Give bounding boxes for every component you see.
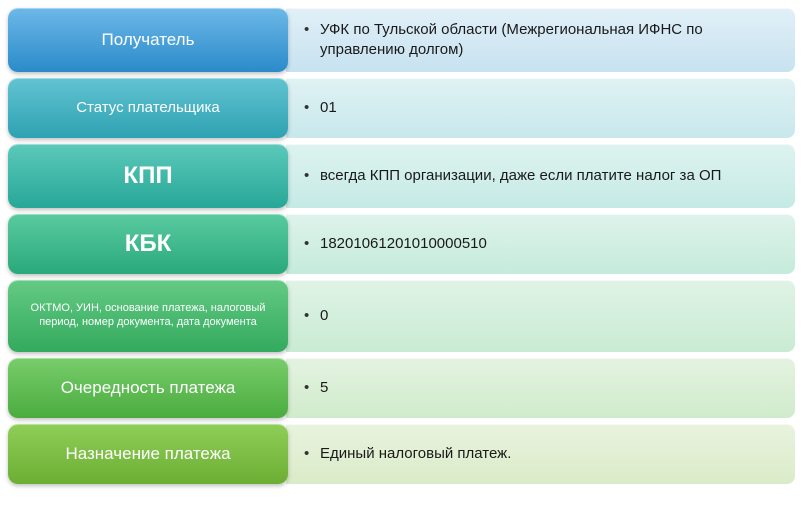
row-value-text: Единый налоговый платеж.	[304, 444, 511, 464]
row-label-text: Очередность платежа	[61, 377, 236, 398]
row-value-text: всегда КПП организации, даже если платит…	[304, 166, 721, 186]
diagram-row: КБК 18201061201010000510	[8, 214, 795, 274]
row-value-box: 18201061201010000510	[286, 214, 795, 274]
row-label-text: ОКТМО, УИН, основание платежа, налоговый…	[24, 302, 272, 330]
row-value-box: всегда КПП организации, даже если платит…	[286, 144, 795, 208]
row-value-text: 18201061201010000510	[304, 234, 487, 254]
diagram-row: Статус плательщика 01	[8, 78, 795, 138]
row-label-text: Назначение платежа	[65, 443, 230, 464]
row-value-text: 01	[304, 98, 337, 118]
row-value-box: Единый налоговый платеж.	[286, 424, 795, 484]
row-label-box: Назначение платежа	[8, 424, 288, 484]
row-value-text: УФК по Тульской области (Межрегиональная…	[304, 20, 781, 61]
diagram-row: КПП всегда КПП организации, даже если пла…	[8, 144, 795, 208]
diagram-row: Назначение платежа Единый налоговый плате…	[8, 424, 795, 484]
row-label-text: Получатель	[102, 29, 195, 50]
row-label-box: Статус плательщика	[8, 78, 288, 138]
row-value-text: 0	[304, 306, 328, 326]
row-label-text: Статус плательщика	[76, 99, 220, 118]
diagram-row: Очередность платежа 5	[8, 358, 795, 418]
row-label-text: КПП	[123, 161, 172, 191]
row-value-text: 5	[304, 378, 328, 398]
row-value-box: 01	[286, 78, 795, 138]
row-label-box: Получатель	[8, 8, 288, 72]
row-value-box: 0	[286, 280, 795, 352]
row-label-text: КБК	[125, 229, 172, 259]
row-value-box: 5	[286, 358, 795, 418]
diagram-container: Получатель УФК по Тульской области (Межре…	[8, 8, 795, 484]
diagram-row: Получатель УФК по Тульской области (Межре…	[8, 8, 795, 72]
diagram-row: ОКТМО, УИН, основание платежа, налоговый…	[8, 280, 795, 352]
row-label-box: КПП	[8, 144, 288, 208]
row-label-box: ОКТМО, УИН, основание платежа, налоговый…	[8, 280, 288, 352]
row-label-box: КБК	[8, 214, 288, 274]
row-value-box: УФК по Тульской области (Межрегиональная…	[286, 8, 795, 72]
row-label-box: Очередность платежа	[8, 358, 288, 418]
